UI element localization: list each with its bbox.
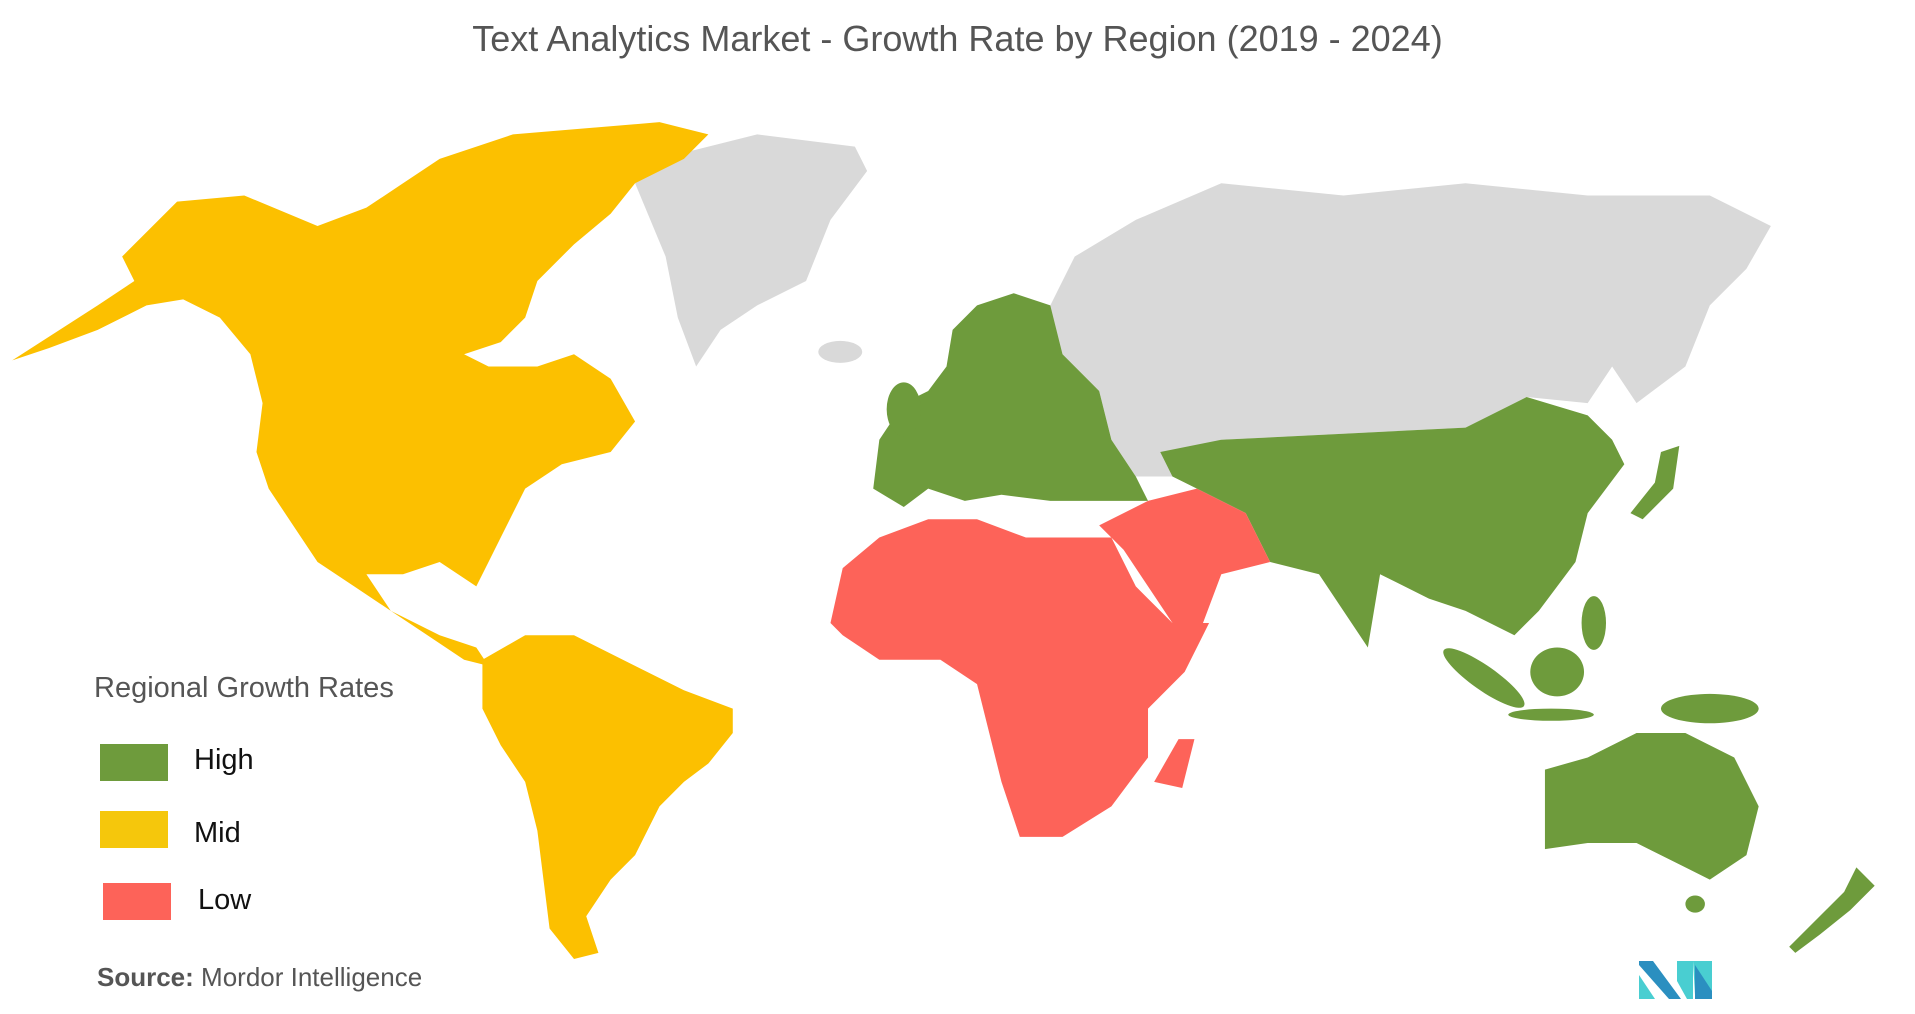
legend-label-mid: Mid bbox=[194, 817, 241, 849]
tasmania bbox=[1685, 895, 1705, 913]
region-high bbox=[873, 293, 1875, 953]
legend-label-high: High bbox=[194, 744, 254, 776]
chart-title: Text Analytics Market - Growth Rate by R… bbox=[472, 18, 1443, 59]
africa bbox=[830, 519, 1210, 837]
sumatra bbox=[1443, 648, 1525, 708]
legend-swatch-low bbox=[103, 883, 171, 920]
source-value: Mordor Intelligence bbox=[201, 962, 423, 992]
iceland bbox=[818, 340, 863, 363]
greenland bbox=[635, 134, 868, 367]
europe bbox=[873, 293, 1149, 507]
legend-swatch-high bbox=[100, 744, 168, 781]
new-zealand bbox=[1789, 867, 1875, 953]
south-america bbox=[482, 635, 733, 960]
new-guinea bbox=[1660, 693, 1759, 724]
legend-title: Regional Growth Rates bbox=[94, 672, 394, 704]
russia bbox=[1050, 183, 1771, 477]
java bbox=[1508, 708, 1594, 721]
source-note: Source: Mordor Intelligence bbox=[97, 962, 422, 993]
region-no-data bbox=[635, 134, 1771, 477]
uk bbox=[886, 382, 921, 437]
australia bbox=[1544, 733, 1759, 880]
legend-label-low: Low bbox=[198, 884, 252, 916]
madagascar bbox=[1154, 739, 1195, 788]
borneo bbox=[1530, 647, 1585, 697]
north-america bbox=[12, 122, 709, 666]
mordor-intelligence-logo bbox=[1639, 961, 1712, 999]
middle-east bbox=[1099, 488, 1271, 624]
source-label: Source: bbox=[97, 962, 194, 992]
philippines bbox=[1581, 596, 1607, 650]
legend-swatch-mid bbox=[100, 811, 168, 848]
region-mid bbox=[12, 122, 733, 960]
asia bbox=[1160, 397, 1625, 648]
japan bbox=[1630, 445, 1680, 520]
region-low bbox=[830, 488, 1271, 837]
